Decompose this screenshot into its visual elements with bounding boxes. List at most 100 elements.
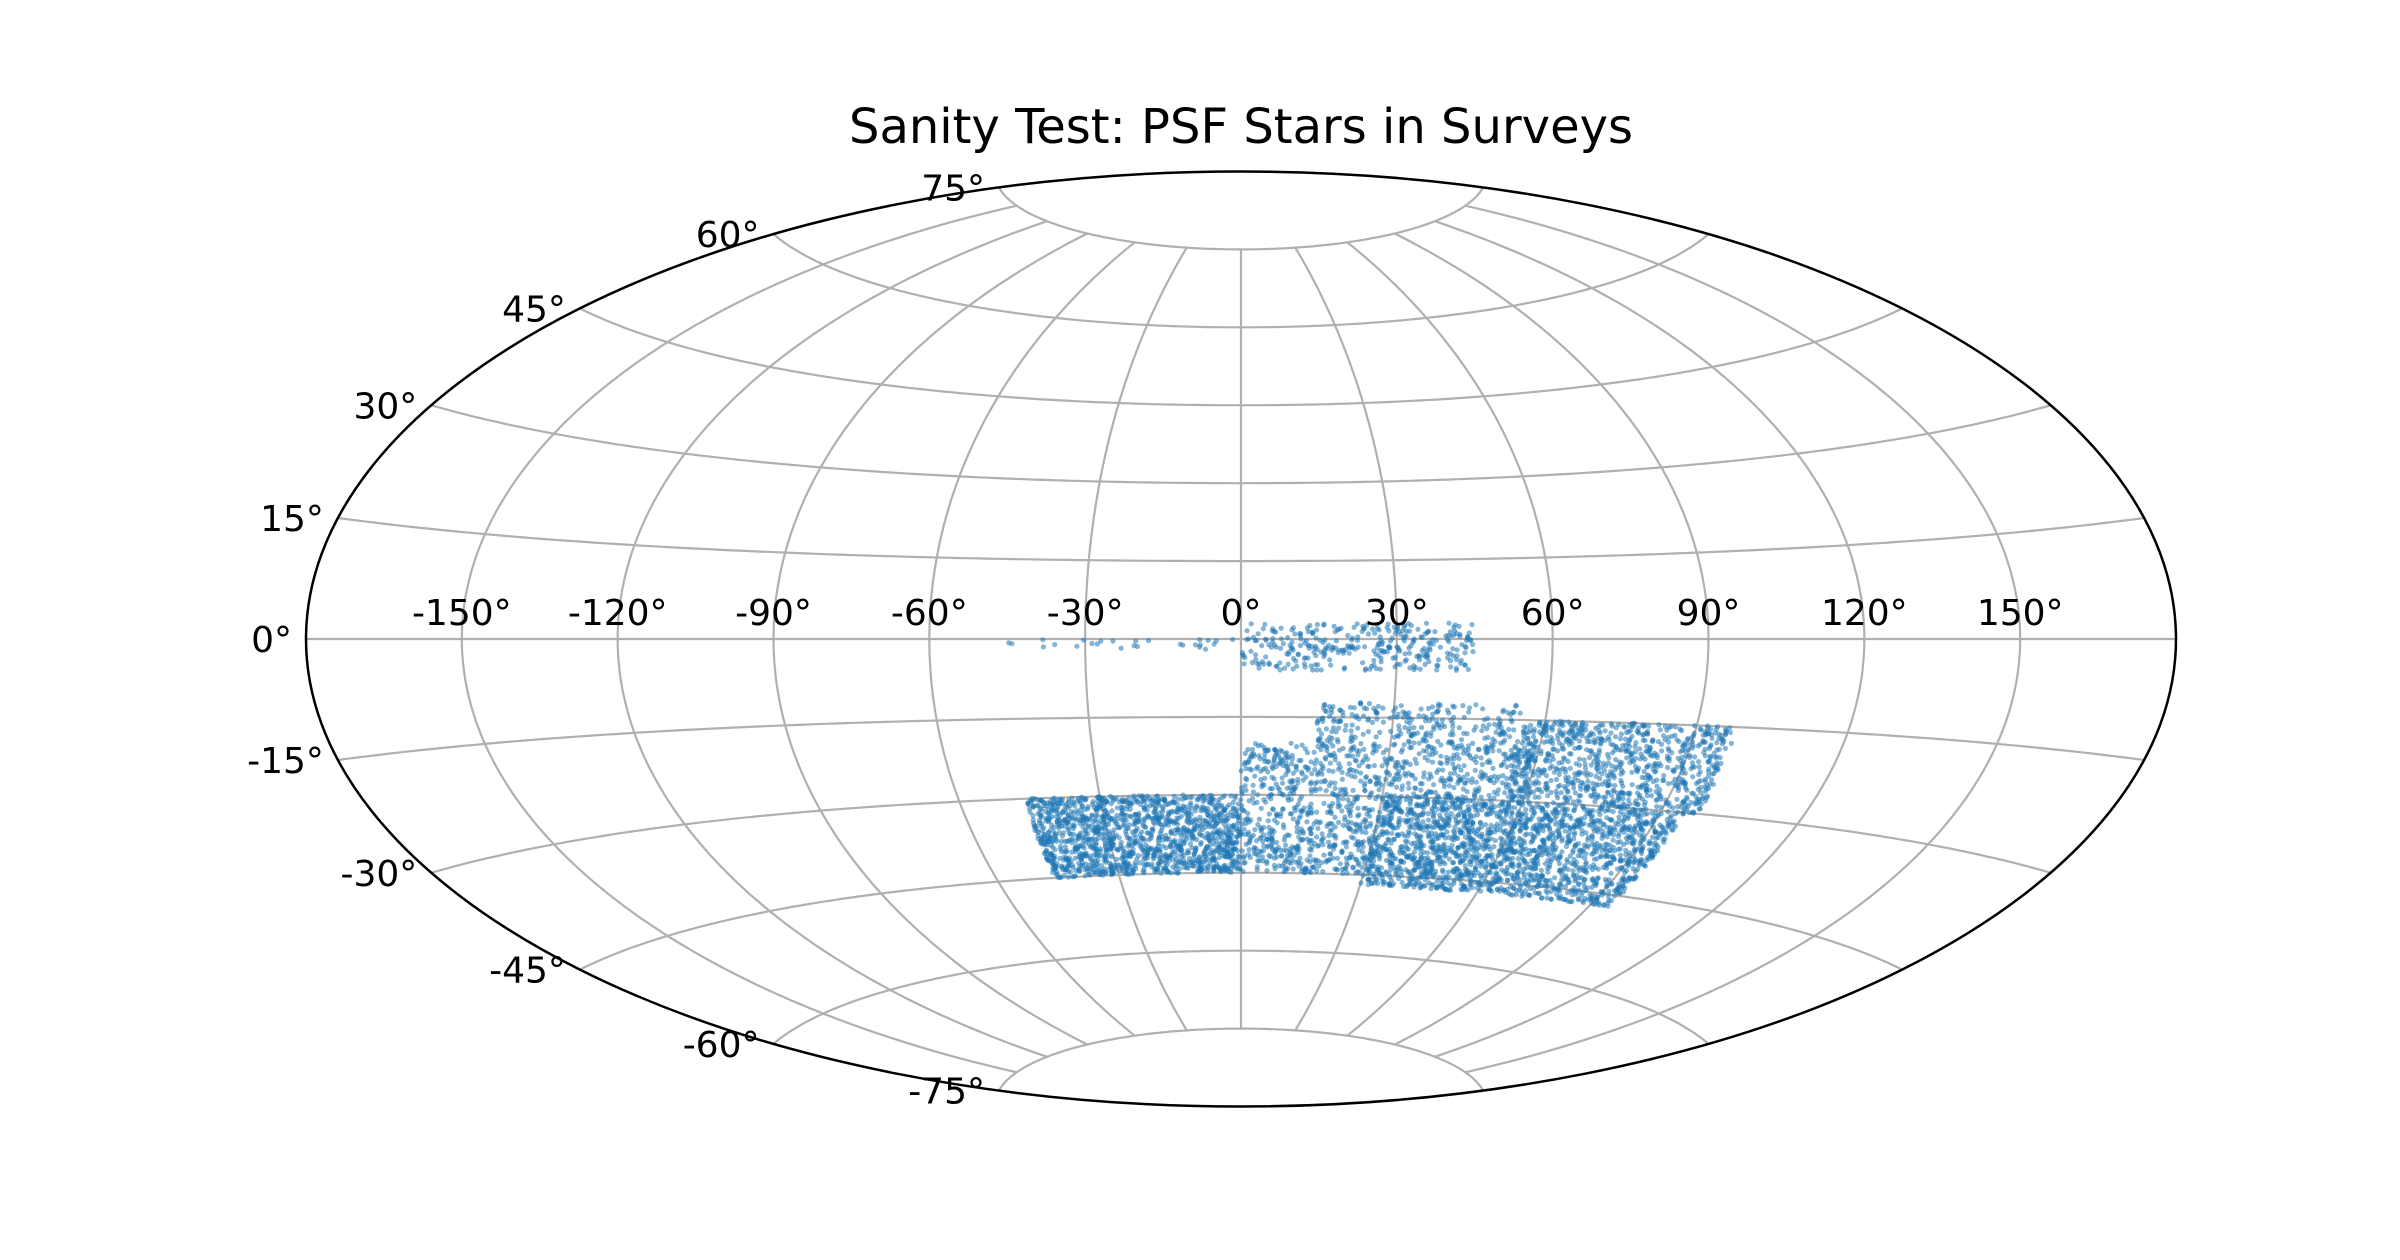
data-point — [1364, 756, 1371, 762]
data-point — [1406, 650, 1413, 656]
data-point — [1689, 790, 1695, 796]
data-point — [1038, 798, 1044, 804]
data-point — [1108, 817, 1114, 823]
data-point — [1294, 663, 1300, 669]
data-point — [1232, 793, 1239, 799]
data-point — [1333, 638, 1339, 644]
data-point — [1250, 832, 1256, 838]
data-point — [1398, 631, 1404, 638]
data-point — [1407, 830, 1413, 836]
data-point — [1462, 863, 1468, 869]
data-point — [1083, 861, 1089, 867]
data-point — [1219, 835, 1225, 841]
data-point — [1165, 869, 1171, 875]
data-point — [1340, 712, 1346, 719]
data-point — [1193, 846, 1199, 852]
data-point — [1184, 833, 1190, 839]
data-point — [1154, 853, 1160, 859]
data-point — [1362, 788, 1368, 794]
data-point — [1456, 763, 1462, 770]
data-point — [1319, 779, 1325, 785]
data-point — [1469, 622, 1475, 628]
data-point — [1518, 822, 1524, 828]
data-point — [1449, 739, 1455, 745]
data-point — [1547, 765, 1553, 771]
data-point — [1294, 744, 1300, 750]
data-point — [1626, 862, 1632, 868]
data-point — [1452, 824, 1458, 830]
data-point — [1253, 638, 1260, 644]
data-point — [1233, 840, 1239, 846]
data-point — [1500, 773, 1506, 779]
data-point — [1280, 758, 1286, 764]
data-point — [1345, 632, 1351, 639]
data-point — [1650, 834, 1656, 840]
data-point — [1709, 735, 1715, 741]
data-point — [1342, 727, 1348, 733]
data-point — [1567, 751, 1573, 757]
data-point — [1330, 800, 1336, 807]
data-point — [1353, 821, 1359, 827]
data-point — [1168, 829, 1174, 836]
data-point — [1065, 827, 1071, 833]
data-point — [1183, 804, 1189, 810]
data-point — [1396, 776, 1402, 783]
data-point — [1335, 797, 1341, 803]
data-point — [1345, 771, 1351, 777]
data-point — [1465, 743, 1472, 749]
data-point — [1304, 819, 1310, 825]
data-point — [1323, 743, 1329, 749]
data-point — [1290, 816, 1296, 822]
data-point — [1326, 844, 1332, 850]
data-point — [1327, 851, 1333, 857]
data-point — [1373, 734, 1379, 740]
data-point — [1550, 756, 1556, 762]
data-point — [1626, 825, 1632, 832]
data-point — [1621, 723, 1627, 729]
data-point — [1431, 726, 1437, 732]
data-point — [1388, 877, 1394, 883]
data-point — [1419, 781, 1425, 787]
data-point — [1277, 747, 1284, 753]
data-point — [1595, 782, 1601, 788]
data-point — [1171, 793, 1177, 800]
data-point — [1608, 881, 1614, 887]
data-point — [1348, 803, 1355, 809]
data-point — [1426, 752, 1433, 758]
data-point — [1373, 781, 1379, 788]
data-point — [1326, 768, 1332, 774]
data-point — [1532, 781, 1538, 787]
data-point — [1293, 658, 1299, 664]
data-point — [1349, 637, 1355, 643]
data-point — [1576, 756, 1583, 762]
data-point — [1263, 654, 1269, 660]
data-point — [1150, 826, 1156, 832]
data-point — [1702, 753, 1708, 759]
data-point — [1705, 773, 1711, 779]
data-point — [1506, 782, 1512, 788]
data-point — [1111, 827, 1117, 833]
data-point — [1722, 745, 1728, 752]
data-point — [1278, 625, 1284, 631]
data-point — [1399, 783, 1406, 789]
data-point — [1687, 754, 1693, 761]
data-point — [1572, 775, 1578, 782]
data-point — [1432, 629, 1438, 635]
data-point — [1364, 622, 1370, 628]
data-point — [1120, 852, 1126, 858]
data-point — [1491, 795, 1497, 801]
data-point — [1434, 718, 1440, 725]
data-point — [1660, 777, 1666, 784]
meridian-line — [772, 232, 1088, 1046]
data-point — [1362, 860, 1368, 866]
data-point — [1228, 840, 1234, 846]
data-point — [1315, 772, 1321, 778]
data-point — [1401, 638, 1407, 644]
data-point — [1339, 866, 1345, 873]
data-point — [1324, 747, 1330, 754]
data-point — [1448, 776, 1454, 782]
data-point — [1426, 659, 1432, 665]
data-point — [1115, 816, 1121, 822]
data-point — [1470, 649, 1476, 655]
data-point — [1428, 789, 1434, 795]
